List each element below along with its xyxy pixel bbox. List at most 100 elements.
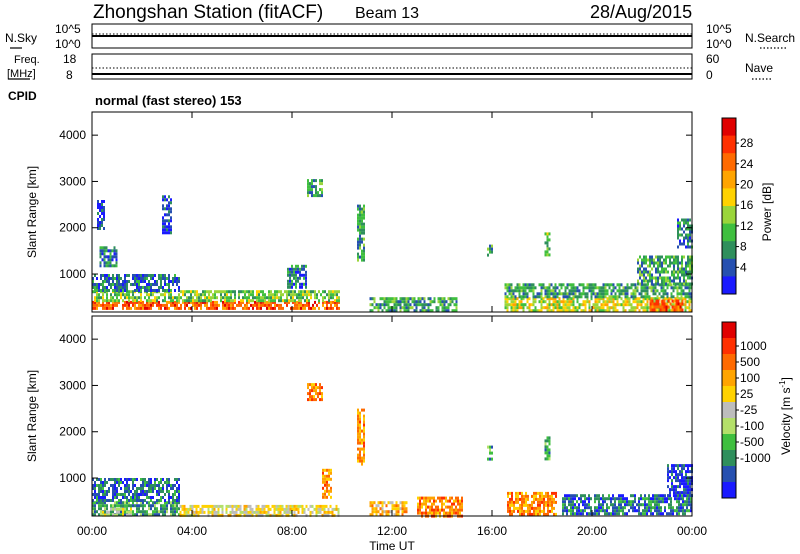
scatter-cell xyxy=(306,290,308,294)
scatter-cell xyxy=(445,505,447,509)
scatter-cell xyxy=(679,224,681,228)
scatter-cell xyxy=(661,276,663,280)
scatter-cell xyxy=(537,512,539,516)
scatter-cell xyxy=(679,482,681,486)
scatter-cell xyxy=(102,487,104,490)
scatter-cell xyxy=(148,280,150,283)
scatter-cell xyxy=(673,276,675,280)
scatter-cell xyxy=(179,510,182,514)
scatter-cell xyxy=(248,300,250,304)
scatter-cell xyxy=(527,497,529,501)
scatter-cell xyxy=(373,297,376,301)
scatter-cell xyxy=(504,306,507,310)
scatter-cell xyxy=(379,501,382,505)
scatter-cell xyxy=(667,479,669,483)
scatter-cell xyxy=(690,509,692,513)
scatter-cell xyxy=(525,500,527,504)
scatter-cell xyxy=(184,303,186,307)
scatter-cell xyxy=(321,504,324,508)
scatter-cell xyxy=(574,306,577,310)
scatter-cell xyxy=(459,508,461,512)
scatter-cell xyxy=(566,306,569,310)
scatter-cell xyxy=(489,445,491,449)
scatter-cell xyxy=(240,299,242,303)
scatter-cell xyxy=(554,286,557,290)
scatter-cell xyxy=(287,282,289,286)
scatter-cell xyxy=(519,512,521,516)
scatter-cell xyxy=(572,306,575,310)
scatter-cell xyxy=(417,300,420,304)
scatter-cell xyxy=(195,510,198,514)
scatter-cell xyxy=(540,292,543,296)
scatter-cell xyxy=(100,277,102,280)
scatter-cell xyxy=(200,303,202,307)
scatter-cell xyxy=(441,505,443,509)
scatter-cell xyxy=(584,303,587,307)
scatter-cell xyxy=(321,507,324,511)
scatter-cell xyxy=(222,290,224,294)
scatter-cell xyxy=(546,295,549,299)
scatter-cell xyxy=(423,306,426,310)
scatter-cell xyxy=(588,289,591,293)
scatter-cell xyxy=(126,481,128,484)
scatter-cell xyxy=(128,487,130,490)
scatter-cell xyxy=(552,306,555,310)
scatter-cell xyxy=(170,198,172,202)
scatter-cell xyxy=(582,503,584,507)
scatter-cell xyxy=(582,512,584,516)
scatter-cell xyxy=(231,507,234,511)
scatter-cell xyxy=(636,503,638,507)
scatter-cell xyxy=(542,306,545,310)
scatter-cell xyxy=(112,303,114,307)
scatter-cell xyxy=(685,264,687,268)
scatter-cell xyxy=(162,289,164,292)
scatter-cell xyxy=(357,426,359,430)
scatter-cell xyxy=(419,508,421,512)
scatter-cell xyxy=(421,303,424,307)
scatter-cell xyxy=(250,290,252,294)
scatter-cell xyxy=(371,303,374,307)
scatter-cell xyxy=(116,289,118,292)
scatter-cell xyxy=(592,283,595,287)
scatter-cell xyxy=(602,506,604,510)
scatter-cell xyxy=(252,296,254,300)
scatter-cell xyxy=(164,504,166,508)
scatter-cell xyxy=(315,398,317,402)
scatter-cell xyxy=(602,300,605,304)
scatter-cell xyxy=(653,308,656,312)
scatter-cell xyxy=(273,507,276,511)
scatter-cell xyxy=(99,249,102,253)
scatter-cell xyxy=(107,261,110,265)
scatter-cell xyxy=(332,306,334,310)
scatter-cell xyxy=(545,500,547,504)
scatter-cell xyxy=(549,509,551,513)
scatter-cell xyxy=(645,261,647,265)
scatter-cell xyxy=(684,309,687,313)
scatter-cell xyxy=(681,227,683,231)
scatter-cell xyxy=(544,250,547,254)
scatter-cell xyxy=(315,194,317,198)
scatter-cell xyxy=(244,303,246,307)
scatter-cell xyxy=(304,290,306,294)
scatter-cell xyxy=(118,493,120,496)
scatter-cell xyxy=(176,496,178,499)
scatter-cell xyxy=(302,293,304,297)
scatter-cell xyxy=(92,499,94,502)
scatter-cell xyxy=(685,488,687,492)
scatter-cell xyxy=(423,496,425,500)
scatter-cell xyxy=(294,306,296,310)
scatter-cell xyxy=(671,479,673,483)
scatter-cell xyxy=(683,479,685,483)
scatter-cell xyxy=(686,306,689,310)
scatter-cell xyxy=(518,306,521,310)
scatter-cell xyxy=(186,303,188,307)
scatter-cell xyxy=(644,494,646,498)
scatter-cell xyxy=(168,484,170,487)
scatter-cell xyxy=(437,306,440,310)
scatter-cell xyxy=(260,296,262,300)
scatter-cell xyxy=(512,306,515,310)
nsky-tick-bottom: 10^0 xyxy=(55,37,81,51)
scatter-cell xyxy=(114,299,116,303)
scatter-cell xyxy=(126,293,128,297)
scatter-cell xyxy=(548,439,551,443)
